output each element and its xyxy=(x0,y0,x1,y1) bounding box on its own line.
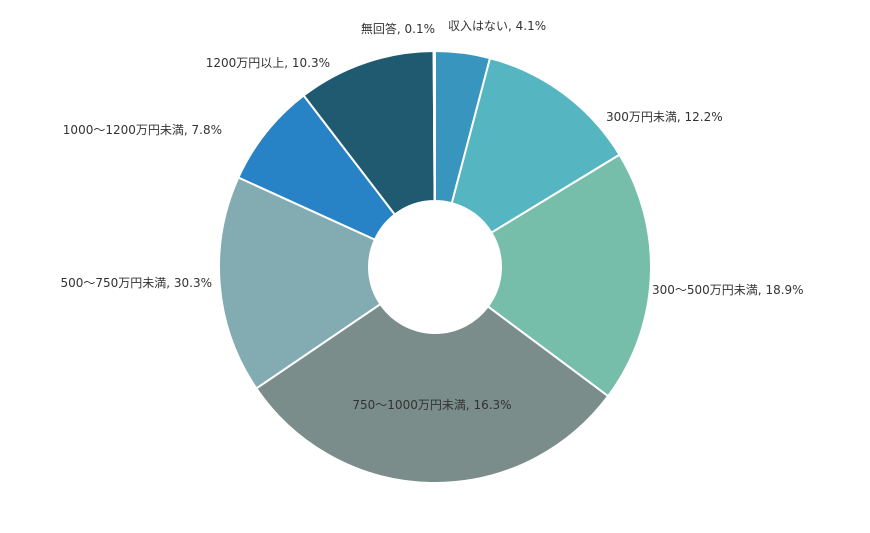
slice-label-2: 300〜500万円未満, 18.9% xyxy=(652,283,804,297)
labels: 収入はない, 4.1% 300万円未満, 12.2% 300〜500万円未満, 18… xyxy=(60,19,803,412)
slice-750-1000-3 xyxy=(254,302,610,484)
slice-1200-6 xyxy=(302,49,436,216)
slice-label-1: 300万円未満, 12.2% xyxy=(606,110,723,124)
slice-item-7-7 xyxy=(432,49,436,203)
slice-label-7: 無回答, 0.1% xyxy=(361,21,435,36)
slice-label-0: 収入はない, 4.1% xyxy=(448,19,546,33)
slice-300-1 xyxy=(450,56,621,235)
slice-label-4: 500〜750万円未満, 30.3% xyxy=(60,276,212,290)
slice-label-3: 750〜1000万円未満, 16.3% xyxy=(352,398,511,412)
slice-label-6: 1200万円以上, 10.3% xyxy=(206,56,330,70)
slice-label-5: 1000〜1200万円未満, 7.8% xyxy=(63,123,222,137)
slice-500-750-4 xyxy=(218,176,382,390)
slices xyxy=(218,49,652,484)
